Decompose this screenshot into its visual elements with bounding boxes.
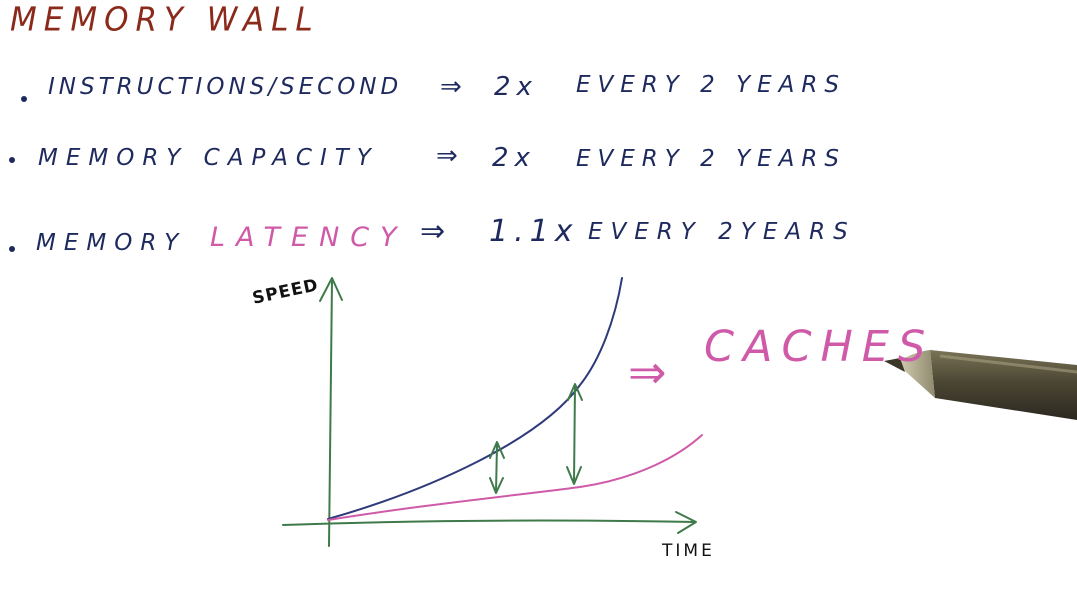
row-2-period: EVERY 2 YEARS (576, 146, 846, 172)
x-axis (282, 511, 697, 534)
row-3-label-prefix: MEMORY (36, 230, 187, 256)
bullet-3 (9, 246, 15, 252)
gap-arrow-2 (566, 383, 583, 485)
x-axis-label: TIME (662, 541, 715, 561)
bullet-1 (21, 96, 27, 102)
caches-arrow: ⇒ (628, 345, 667, 399)
row-1-arrow: ⇒ (440, 72, 468, 102)
pen-icon (884, 350, 1077, 420)
page-title: MEMORY WALL (10, 1, 320, 39)
memory-speed-curve (327, 434, 703, 521)
row-2-arrow: ⇒ (436, 141, 464, 171)
caches-label: CACHES (704, 322, 935, 372)
row-3-growth: 1.1x (489, 214, 579, 249)
row-2-label: MEMORY CAPACITY (38, 145, 379, 171)
processor-speed-curve (327, 277, 623, 520)
row-3-arrow: ⇒ (420, 214, 452, 249)
row-3-period: EVERY 2YEARS (588, 219, 856, 245)
y-axis (319, 277, 343, 547)
gap-arrow-1 (489, 441, 505, 494)
row-1-growth: 2x (494, 72, 538, 102)
row-1-label: INSTRUCTIONS/SECOND (48, 74, 403, 100)
bullet-2 (9, 157, 15, 163)
row-1-period: EVERY 2 YEARS (576, 72, 846, 98)
row-2-growth: 2x (492, 143, 536, 173)
row-3-label-highlight: LATENCY (210, 222, 408, 253)
